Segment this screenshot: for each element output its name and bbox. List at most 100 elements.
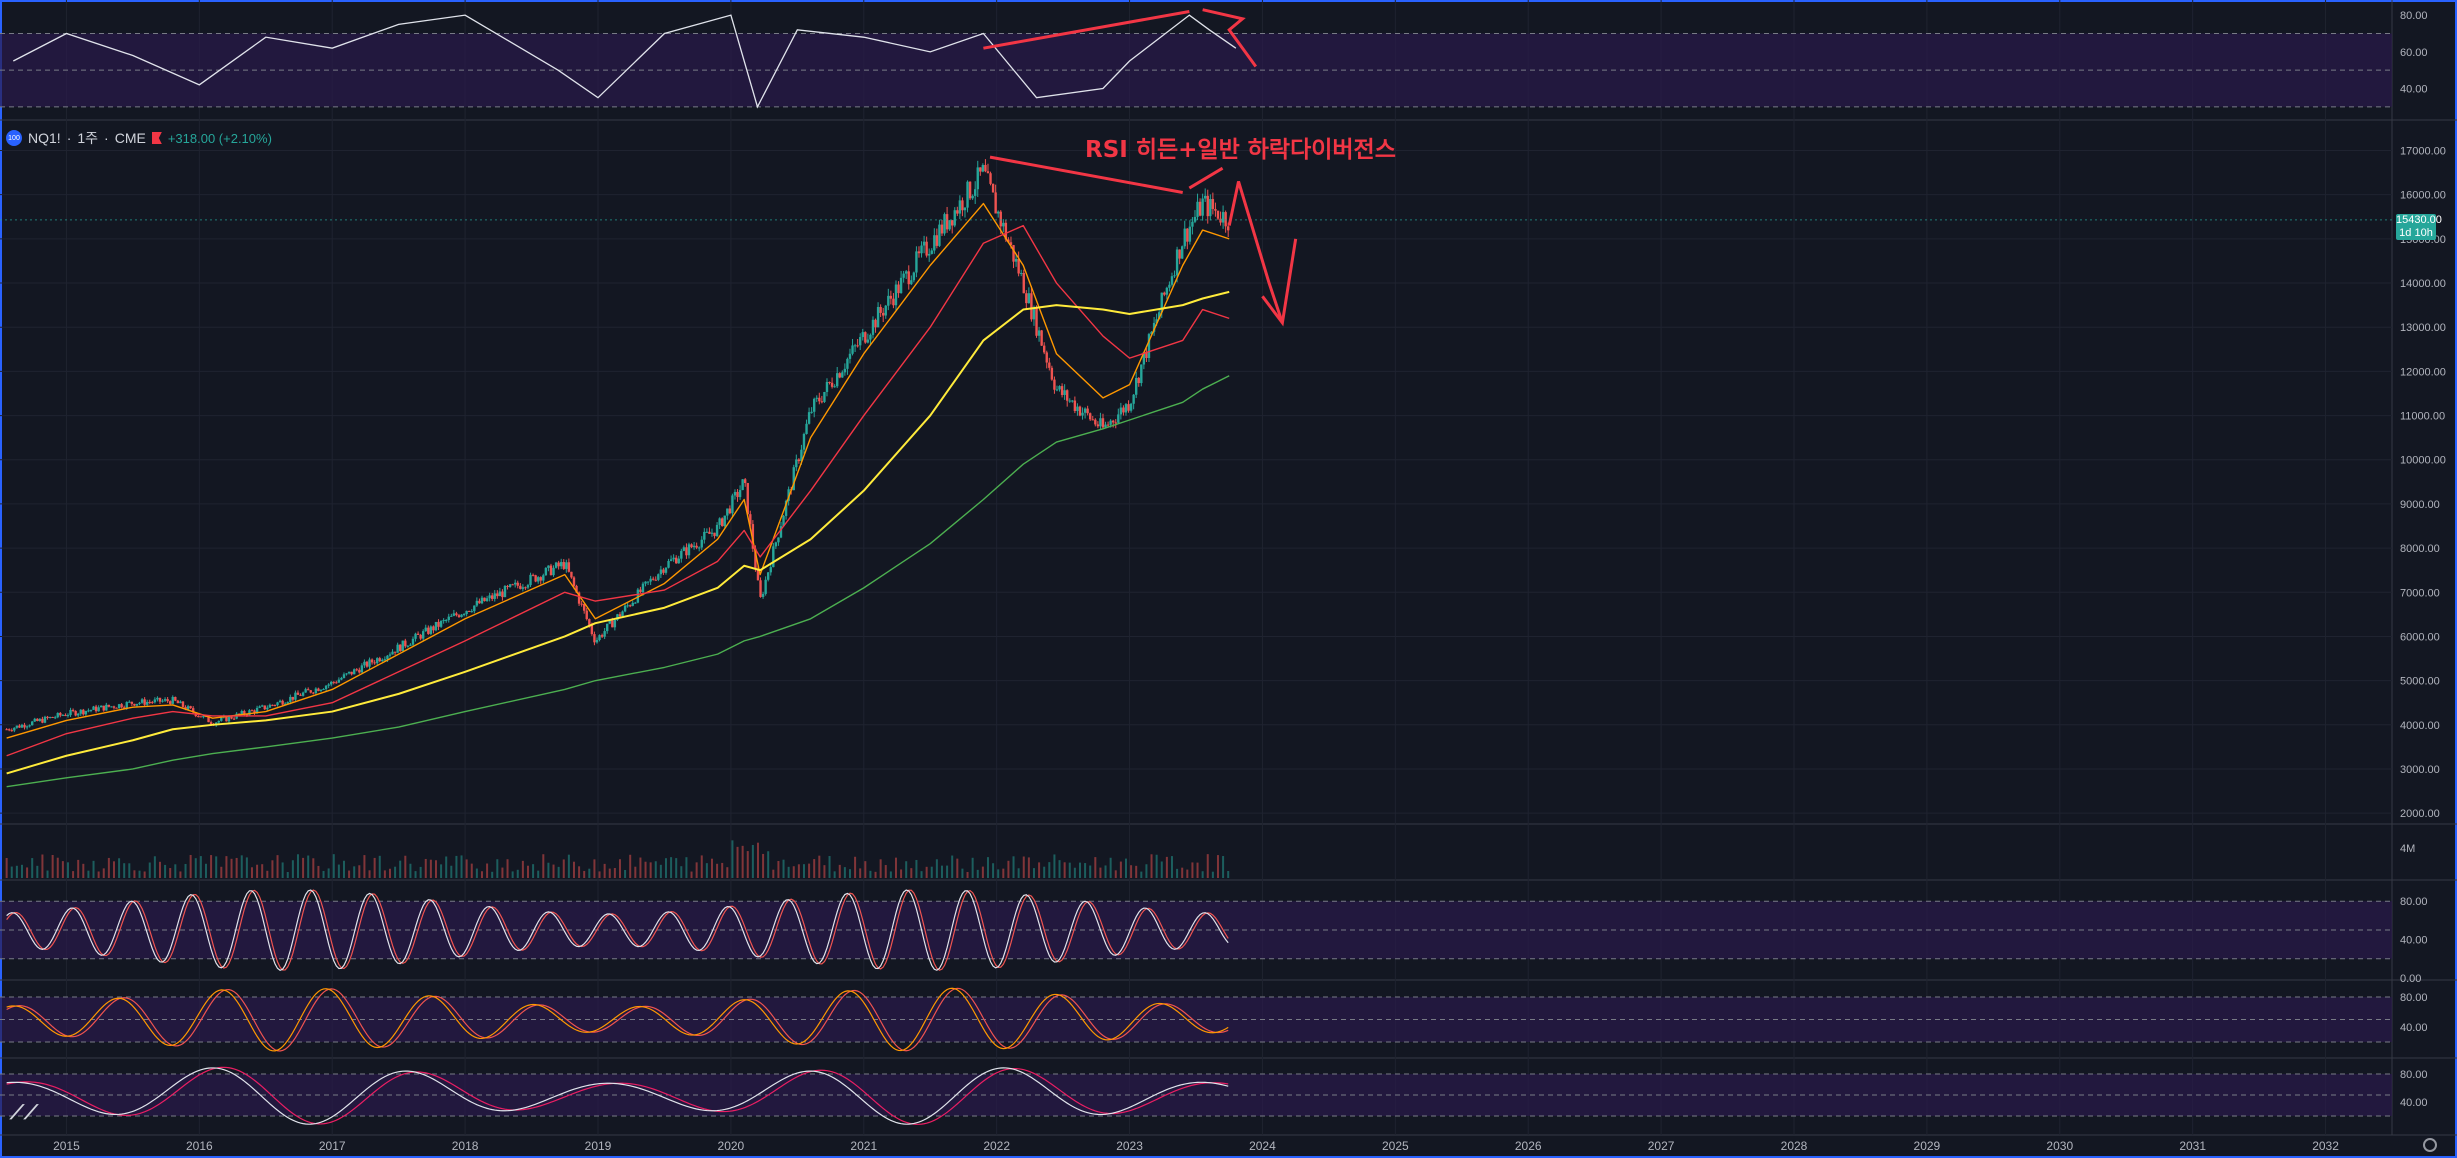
volume-bar (148, 862, 151, 878)
candle-body (728, 508, 732, 514)
candle-body (1163, 292, 1166, 295)
volume-bar (1114, 870, 1117, 878)
settings-gear-icon[interactable] (2423, 1138, 2437, 1152)
candle-body (281, 700, 284, 705)
candle-body (1017, 258, 1020, 274)
volume-bar (41, 854, 44, 878)
candle-body (1068, 400, 1071, 402)
divergence-annotation[interactable]: RSI 히든+일반 하락다이버전스 (1085, 137, 1396, 163)
candle-body (940, 224, 944, 234)
candle-body (112, 706, 116, 708)
volume-bar (348, 870, 351, 878)
volume-bar (1002, 868, 1005, 878)
candle-body (422, 631, 425, 639)
price-y-tick: 14000.00 (2400, 278, 2446, 290)
candle-body (657, 574, 660, 580)
candle-body (46, 716, 49, 718)
flag-icon[interactable] (151, 132, 162, 144)
volume-bar (1058, 860, 1061, 878)
volume-bar (644, 861, 647, 878)
volume-bar (204, 863, 207, 878)
volume-bar (82, 863, 85, 878)
volume-bar (1038, 862, 1041, 878)
volume-bar (174, 864, 177, 878)
candle-body (360, 665, 364, 673)
volume-bar (961, 868, 964, 878)
candle-body (1027, 293, 1031, 304)
candle-body (1214, 208, 1217, 211)
candle-body (488, 595, 491, 599)
candle-body (388, 654, 392, 656)
candle-body (871, 319, 875, 335)
candle-body (307, 689, 310, 691)
candle-body (179, 701, 182, 704)
candle-body (818, 397, 821, 402)
candle-body (1193, 216, 1197, 222)
candle-body (324, 685, 328, 690)
candle-body (861, 332, 864, 338)
candle-body (922, 241, 926, 246)
candle-body (1004, 222, 1008, 240)
candle-body (383, 659, 387, 661)
candle-body (805, 423, 808, 434)
volume-bar (465, 859, 468, 878)
volume-bar (1094, 857, 1097, 878)
tradingview-logo-icon[interactable]: ⟋⟋ (10, 1100, 38, 1124)
candle-body (718, 518, 721, 525)
candle-body (869, 334, 872, 340)
candle-body (710, 532, 714, 534)
stoch-1-y-tick: 40.00 (2400, 935, 2428, 947)
volume-bar (164, 864, 167, 878)
volume-bar (751, 844, 754, 878)
candle-body (314, 688, 318, 694)
candle-body (442, 620, 445, 622)
volume-bar (598, 871, 601, 878)
candle-body (846, 358, 849, 369)
candle-body (278, 700, 282, 703)
volume-bar (997, 869, 1000, 878)
candle-body (741, 479, 744, 491)
candle-body (787, 489, 790, 501)
candle-body (1037, 330, 1041, 336)
symbol-header[interactable]: 100 NQ1! · 1주 · CME +318.00 (+2.10%) (6, 128, 272, 148)
last-price-tag: 15430.00 1d 10h (2396, 213, 2442, 240)
volume-bar (925, 866, 928, 878)
symbol-name[interactable]: NQ1! (28, 130, 61, 146)
candle-body (836, 373, 839, 387)
candle-body (158, 697, 162, 702)
volume-bar (450, 865, 453, 878)
price-annotation-stroke (1188, 166, 1224, 190)
candle-body (317, 688, 320, 692)
candle-body (784, 500, 788, 516)
candle-body (501, 591, 504, 598)
candle-body (695, 545, 698, 548)
candle-body (1032, 308, 1036, 320)
candle-body (416, 633, 420, 635)
candle-body (5, 729, 8, 731)
volume-bar (1140, 871, 1143, 878)
candle-body (1091, 419, 1094, 421)
candle-body (1012, 245, 1015, 262)
volume-bar (797, 864, 800, 878)
candle-body (335, 682, 338, 684)
volume-bar (603, 863, 606, 878)
candle-body (347, 671, 351, 674)
volume-bar (491, 871, 494, 878)
candle-body (1196, 201, 1199, 217)
candle-body (61, 715, 65, 717)
volume-bar (1222, 856, 1225, 878)
stoch-1-signal-line (6, 889, 1229, 971)
candle-body (815, 397, 818, 399)
candle-body (342, 674, 346, 678)
candle-body (51, 716, 54, 718)
volume-bar (394, 866, 397, 878)
candle-body (912, 272, 916, 281)
volume-bar (859, 868, 862, 878)
symbol-interval[interactable]: 1주 (77, 130, 99, 146)
stoch-2-main-line (6, 987, 1229, 1052)
candle-body (539, 577, 542, 581)
candle-body (838, 373, 841, 378)
candle-body (1124, 404, 1128, 413)
